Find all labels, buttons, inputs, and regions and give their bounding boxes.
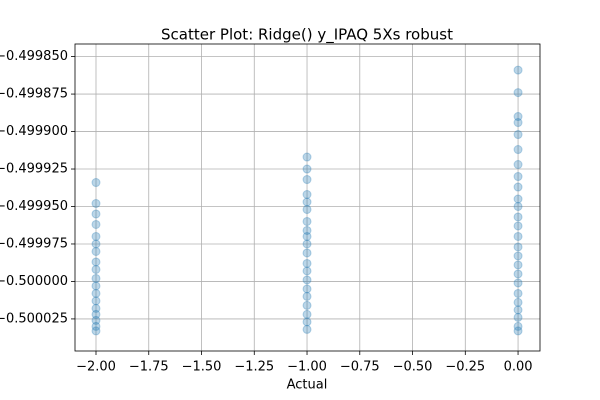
x-tick-label: 0.00 bbox=[504, 360, 533, 375]
y-tick-label: −0.499875 bbox=[0, 87, 68, 102]
plot-frame bbox=[74, 43, 541, 352]
point bbox=[91, 321, 101, 331]
y-tick-label: −0.500025 bbox=[0, 311, 68, 326]
point bbox=[513, 130, 523, 140]
point bbox=[513, 112, 523, 122]
point bbox=[513, 251, 523, 261]
point bbox=[91, 231, 101, 241]
point bbox=[302, 309, 312, 319]
y-tick-label: −0.499975 bbox=[0, 236, 68, 251]
point bbox=[513, 260, 523, 270]
x-tick-label: −1.75 bbox=[129, 360, 169, 375]
y-tick-label: −0.499850 bbox=[0, 49, 68, 64]
point bbox=[302, 190, 312, 200]
x-tick-label: −1.00 bbox=[287, 360, 327, 375]
point bbox=[513, 194, 523, 204]
point bbox=[302, 231, 312, 241]
point bbox=[91, 257, 101, 267]
x-tick-label: −0.50 bbox=[393, 360, 433, 375]
y-tick-label: −0.500000 bbox=[0, 274, 68, 289]
point bbox=[513, 321, 523, 331]
point bbox=[91, 281, 101, 291]
y-tick-label: −0.499925 bbox=[0, 162, 68, 177]
point bbox=[302, 291, 312, 301]
point bbox=[513, 201, 523, 211]
point bbox=[302, 248, 312, 258]
y-tick-label: −0.499950 bbox=[0, 199, 68, 214]
point bbox=[302, 324, 312, 334]
point bbox=[302, 300, 312, 310]
point bbox=[302, 317, 312, 327]
y-tick-label: −0.499900 bbox=[0, 124, 68, 139]
point bbox=[302, 175, 312, 185]
point bbox=[513, 88, 523, 98]
point bbox=[91, 273, 101, 283]
point bbox=[302, 164, 312, 174]
point bbox=[302, 204, 312, 214]
point bbox=[513, 312, 523, 322]
point bbox=[91, 303, 101, 313]
point bbox=[302, 152, 312, 162]
point bbox=[91, 315, 101, 325]
point bbox=[302, 225, 312, 235]
chart-title: Scatter Plot: Ridge() y_IPAQ 5Xs robust bbox=[161, 26, 453, 45]
point bbox=[302, 284, 312, 294]
point bbox=[513, 305, 523, 315]
point bbox=[513, 172, 523, 182]
point bbox=[302, 216, 312, 226]
x-tick-label: −1.50 bbox=[182, 360, 222, 375]
point bbox=[91, 309, 101, 319]
point bbox=[91, 198, 101, 208]
point bbox=[513, 145, 523, 155]
point bbox=[513, 278, 523, 288]
x-tick-label: −2.00 bbox=[76, 360, 116, 375]
point bbox=[91, 239, 101, 249]
point bbox=[513, 231, 523, 241]
point bbox=[513, 221, 523, 231]
point bbox=[513, 326, 523, 336]
point bbox=[513, 182, 523, 192]
point bbox=[513, 160, 523, 170]
point bbox=[513, 212, 523, 222]
point bbox=[91, 288, 101, 298]
point bbox=[513, 65, 523, 75]
point bbox=[302, 197, 312, 207]
point bbox=[302, 258, 312, 268]
point bbox=[91, 219, 101, 229]
point bbox=[513, 118, 523, 128]
point bbox=[91, 178, 101, 188]
x-tick-label: −0.75 bbox=[340, 360, 380, 375]
point bbox=[513, 269, 523, 279]
x-tick-label: −0.25 bbox=[445, 360, 485, 375]
point bbox=[91, 264, 101, 274]
point bbox=[302, 239, 312, 249]
point bbox=[513, 297, 523, 307]
point bbox=[302, 275, 312, 285]
point bbox=[91, 209, 101, 219]
point bbox=[91, 296, 101, 306]
x-tick-label: −1.25 bbox=[234, 360, 274, 375]
point bbox=[302, 266, 312, 276]
point bbox=[91, 246, 101, 256]
point bbox=[513, 288, 523, 298]
point bbox=[91, 326, 101, 336]
x-axis-label: Actual bbox=[287, 378, 328, 393]
point bbox=[513, 242, 523, 252]
